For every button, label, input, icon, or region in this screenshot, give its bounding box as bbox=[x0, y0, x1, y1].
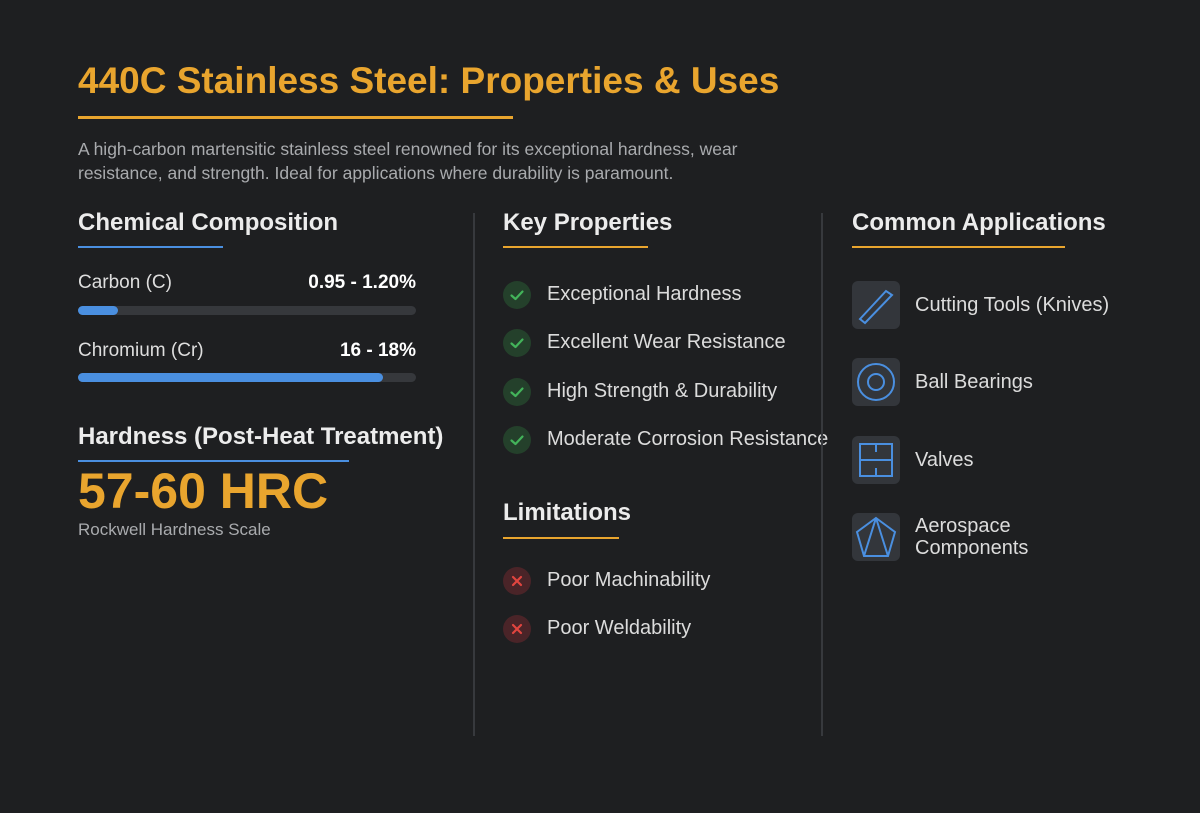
title-underline bbox=[78, 116, 513, 119]
title: 440C Stainless Steel: Properties & Uses bbox=[78, 60, 780, 101]
check-badge bbox=[503, 377, 531, 406]
check-badge bbox=[503, 329, 531, 358]
bar-track bbox=[78, 373, 416, 382]
section-underline bbox=[503, 246, 648, 248]
element-range: 16 - 18% bbox=[339, 340, 416, 361]
icon bbox=[857, 363, 895, 401]
divider bbox=[821, 213, 823, 736]
limitation: Poor Machinability bbox=[547, 569, 711, 591]
section-underline bbox=[78, 460, 349, 462]
element-name: Chromium (Cr) bbox=[78, 340, 204, 361]
app-icon bbox=[852, 358, 900, 406]
check-icon bbox=[510, 435, 524, 445]
section-title: Key Properties bbox=[503, 209, 673, 236]
check-icon bbox=[510, 338, 524, 349]
subtitle: A high-carbon martensitic stainless stee… bbox=[78, 139, 738, 183]
icon bbox=[859, 443, 893, 477]
hardness-scale: Rockwell Hardness Scale bbox=[78, 520, 271, 539]
application: Aerospace Components bbox=[915, 515, 1029, 559]
divider bbox=[473, 213, 475, 736]
cross-icon bbox=[511, 623, 523, 635]
bar-fill bbox=[78, 306, 118, 315]
icon bbox=[858, 289, 894, 325]
icon bbox=[855, 516, 897, 557]
section-title: Hardness (Post-Heat Treatment) bbox=[78, 423, 444, 450]
bar-track bbox=[78, 306, 416, 315]
check-badge bbox=[503, 425, 531, 454]
check-icon bbox=[510, 386, 524, 397]
application: Ball Bearings bbox=[915, 371, 1033, 393]
section-title: Common Applications bbox=[852, 209, 1106, 236]
application: Cutting Tools (Knives) bbox=[915, 294, 1110, 316]
bar-fill bbox=[78, 373, 383, 382]
hardness-value: 57-60 HRC bbox=[78, 463, 329, 519]
section-title: Chemical Composition bbox=[78, 209, 339, 236]
cross-icon bbox=[511, 575, 523, 587]
property: High Strength & Durability bbox=[547, 379, 778, 402]
section-title: Limitations bbox=[503, 499, 632, 526]
cross-badge bbox=[503, 615, 531, 643]
element-name: Carbon (C) bbox=[78, 272, 172, 293]
section-underline bbox=[503, 537, 619, 539]
check-badge bbox=[503, 281, 531, 309]
app-icon bbox=[852, 436, 900, 484]
element-range: 0.95 - 1.20% bbox=[308, 272, 416, 293]
application: Valves bbox=[915, 449, 974, 471]
limitation: Poor Weldability bbox=[547, 617, 692, 639]
cross-badge bbox=[503, 567, 531, 595]
app-icon bbox=[852, 513, 900, 561]
section-underline bbox=[78, 246, 223, 248]
property: Moderate Corrosion Resistance bbox=[547, 427, 829, 450]
property: Excellent Wear Resistance bbox=[547, 331, 786, 354]
app-icon bbox=[852, 281, 900, 329]
section-underline bbox=[852, 246, 1065, 248]
property: Exceptional Hardness bbox=[547, 283, 742, 305]
check-icon bbox=[510, 290, 524, 301]
